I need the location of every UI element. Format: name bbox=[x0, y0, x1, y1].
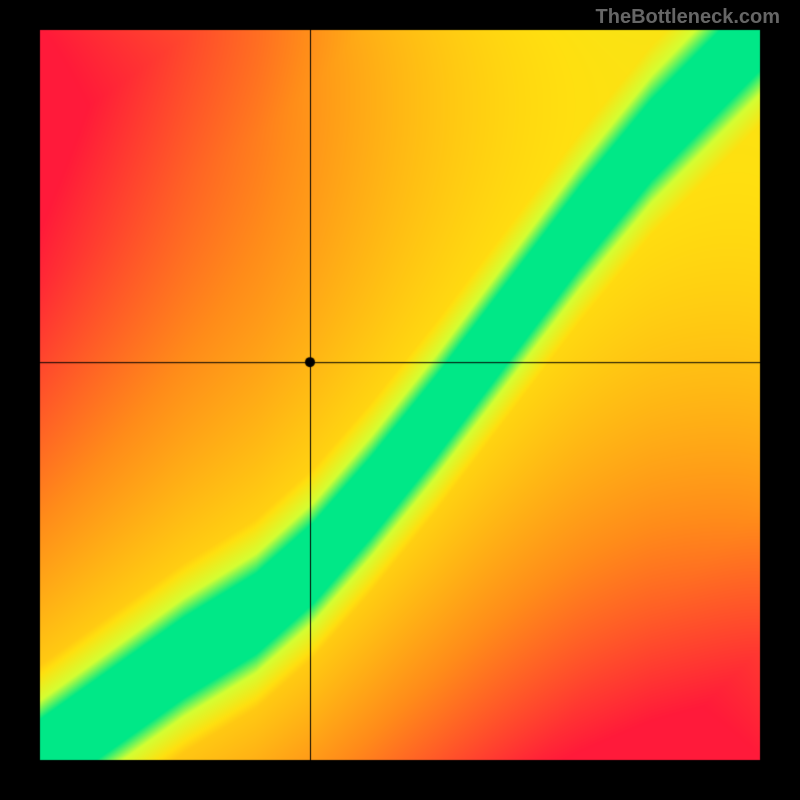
heatmap-canvas bbox=[0, 0, 800, 800]
chart-container: TheBottleneck.com bbox=[0, 0, 800, 800]
watermark-text: TheBottleneck.com bbox=[596, 6, 780, 29]
